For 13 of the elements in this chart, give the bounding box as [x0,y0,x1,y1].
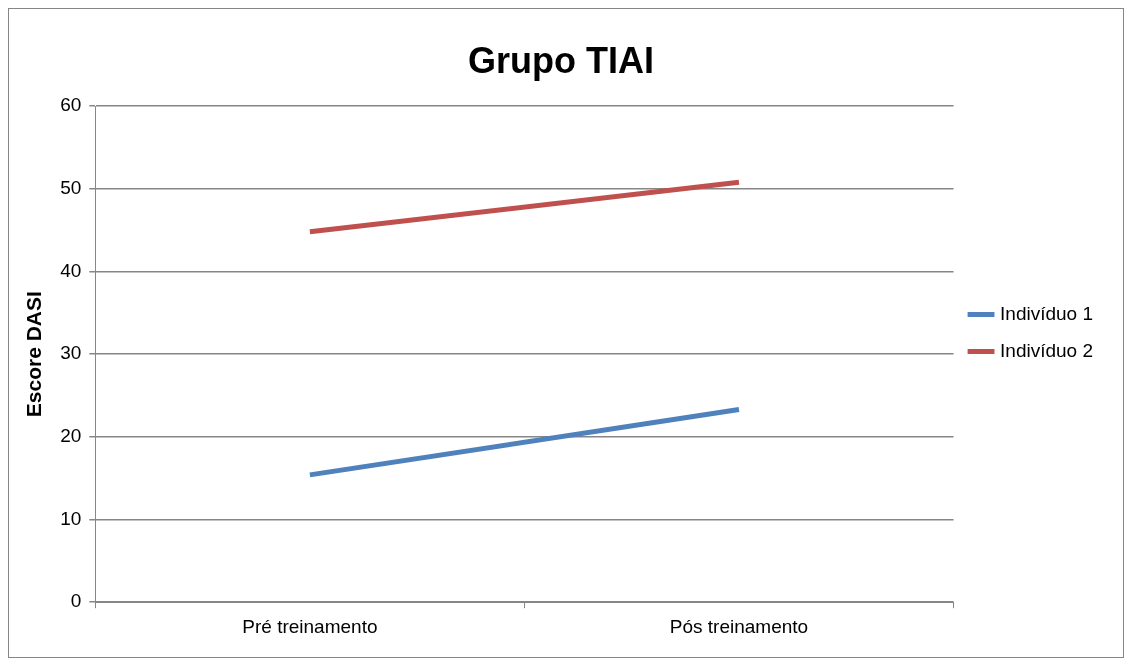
y-tick-label: 50 [60,177,82,199]
legend-label: Indivíduo 1 [1000,302,1094,324]
chart-title: Grupo TIAI [468,39,654,81]
y-tick-label: 20 [60,425,82,447]
y-tick-label: 0 [70,590,82,612]
x-tick-label: Pré treinamento [242,615,378,637]
y-tick-label: 10 [60,507,82,529]
y-tick-label: 40 [60,259,82,281]
x-tick-label: Pós treinamento [669,615,809,637]
y-tick-label: 30 [60,342,82,364]
y-axis-title: Escore DASI [22,291,46,418]
legend-label: Indivíduo 2 [1000,339,1094,361]
y-tick-label: 60 [60,94,82,116]
